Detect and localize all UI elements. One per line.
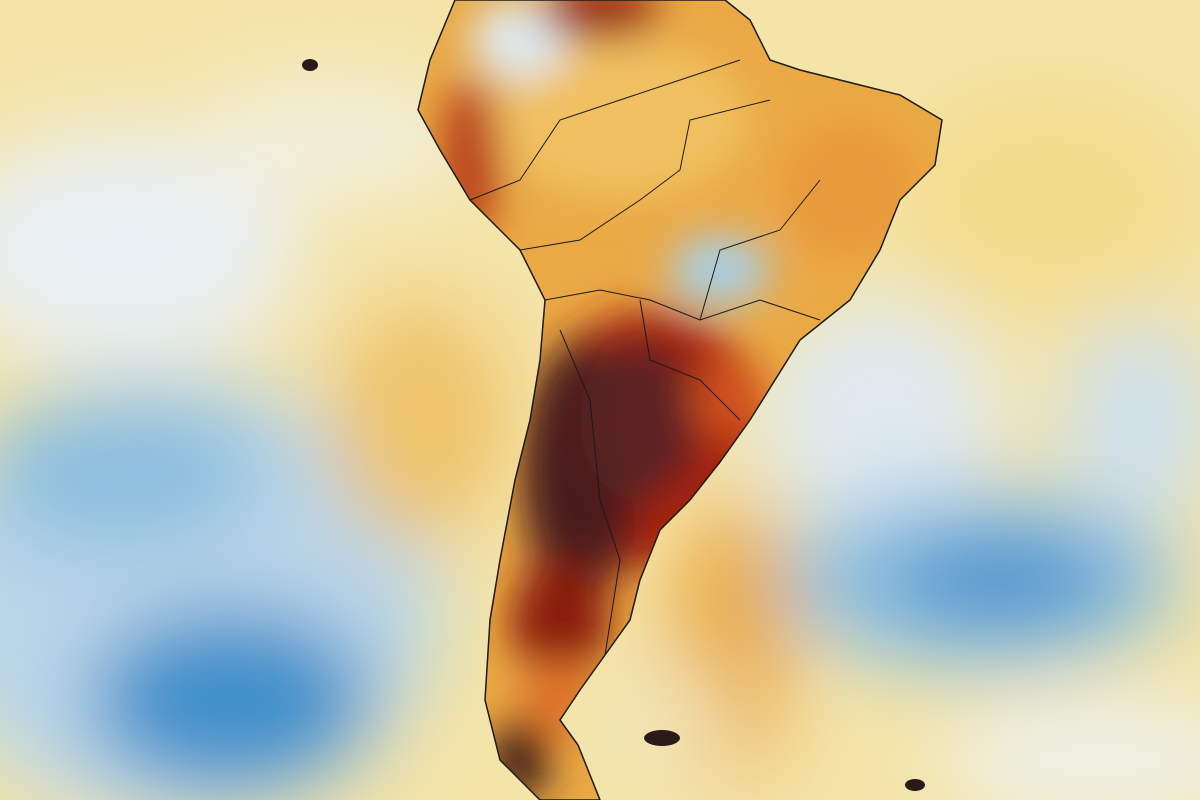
country-borders — [469, 59, 821, 656]
islands — [302, 59, 925, 791]
south-georgia — [905, 779, 925, 791]
galapagos-islands — [302, 59, 318, 71]
falkland-islands — [644, 730, 680, 746]
